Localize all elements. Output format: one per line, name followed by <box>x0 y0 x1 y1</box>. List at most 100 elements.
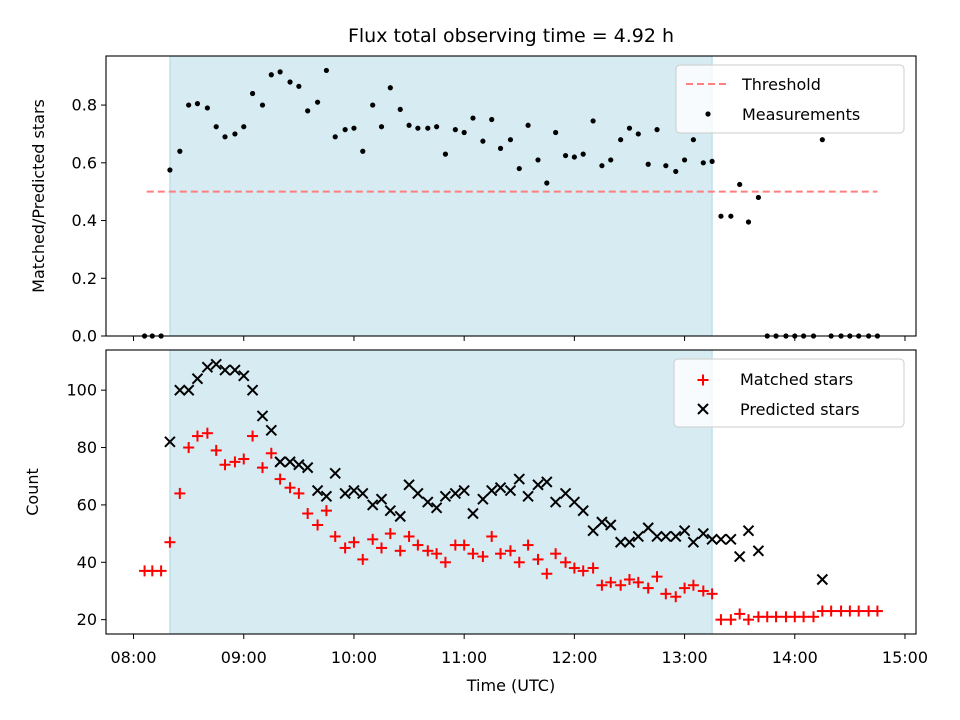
measurement-point <box>287 79 293 85</box>
measurement-point <box>397 106 403 113</box>
predicted-star-point <box>357 487 369 500</box>
measurement-point <box>745 219 752 225</box>
measurement-point <box>323 67 330 74</box>
matched-star-point <box>632 576 644 588</box>
measurement-point <box>249 90 256 97</box>
measurement-point <box>442 151 449 157</box>
predicted-star-point <box>191 372 204 385</box>
predicted-star-point <box>678 525 691 537</box>
y-tick-label: 60 <box>77 495 97 514</box>
matched-star-point <box>367 533 379 545</box>
measurement-point <box>213 124 219 130</box>
measurement-point <box>618 137 624 143</box>
matched-star-point <box>229 456 241 468</box>
matched-star-point <box>274 473 286 485</box>
measurement-point <box>635 131 641 137</box>
matched-star-point <box>687 579 699 591</box>
predicted-star-point <box>623 536 636 548</box>
bottom-axes-frame <box>105 349 917 635</box>
matched-star-point <box>174 487 186 499</box>
legend-threshold-label: Threshold <box>741 75 821 94</box>
measurement-point <box>378 124 385 130</box>
measurement-point <box>645 161 651 167</box>
measurement-point <box>718 213 724 219</box>
top-y-ticks: 0.0 0.2 0.4 0.6 0.8 <box>72 96 106 346</box>
measurement-point <box>544 180 550 186</box>
matched-star-point <box>422 545 434 557</box>
measurement-point <box>590 118 596 124</box>
matched-star-point <box>715 614 727 626</box>
measurement-point <box>277 69 283 75</box>
predicted-star-point <box>412 487 424 500</box>
matched-star-point <box>504 545 516 557</box>
matched-star-point <box>651 571 663 583</box>
matched-star-point <box>293 487 305 499</box>
matched-star-point <box>348 536 360 548</box>
matched-star-point <box>155 565 167 577</box>
measurement-point <box>819 137 825 143</box>
bottom-x-ticks: 08:00 09:00 10:00 11:00 12:00 13:00 14:00 15:00 <box>110 634 928 667</box>
matched-star-point <box>164 536 176 548</box>
x-tick-label: 15:00 <box>882 648 928 667</box>
predicted-star-point <box>366 499 379 511</box>
matched-star-point <box>403 530 415 542</box>
matched-star-point <box>697 585 709 597</box>
predicted-star-point <box>494 481 507 494</box>
x-tick-label: 08:00 <box>110 648 156 667</box>
measurement-point <box>608 157 614 163</box>
matched-star-point <box>201 427 213 439</box>
matched-star-point <box>284 482 296 494</box>
matched-star-point <box>265 447 277 459</box>
top-legend: Threshold Measurements <box>675 64 905 134</box>
matched-star-point <box>770 611 782 623</box>
predicted-star-point <box>384 504 397 517</box>
top-legend-box <box>675 64 905 134</box>
predicted-star-point <box>422 496 434 508</box>
predicted-star-point <box>725 533 737 546</box>
x-tick-label: 13:00 <box>662 648 708 667</box>
matched-star-point <box>522 539 534 551</box>
predicted-star-point <box>642 522 654 534</box>
x-tick-label: 14:00 <box>772 648 818 667</box>
legend-predicted-label: Predicted stars <box>740 400 860 419</box>
predicted-star-point <box>733 550 746 563</box>
matched-star-point <box>210 444 222 456</box>
measurement-point <box>259 102 266 108</box>
predicted-star-point <box>164 436 176 448</box>
predicted-star-point <box>660 530 672 543</box>
matched-star-point <box>670 591 682 603</box>
matched-star-point <box>486 530 498 542</box>
matched-star-point <box>384 528 396 540</box>
predicted-star-point <box>430 502 443 514</box>
predicted-star-point <box>449 487 462 500</box>
predicted-star-point <box>687 536 700 548</box>
matched-star-point <box>725 614 737 626</box>
legend-matched-marker <box>697 374 709 386</box>
matched-star-point <box>605 576 617 588</box>
matched-star-point <box>853 605 865 617</box>
measurement-point <box>434 124 440 130</box>
predicted-star-point <box>458 484 470 497</box>
measurement-point <box>314 99 321 105</box>
matched-star-point <box>431 548 443 560</box>
measurement-point <box>571 154 577 160</box>
predicted-star-point <box>486 484 498 497</box>
matched-star-point <box>642 582 654 594</box>
measurement-point <box>204 105 210 111</box>
matched-star-point <box>376 542 388 554</box>
predicted-star-point <box>742 525 755 537</box>
legend-matched-swatch <box>697 374 709 386</box>
matched-star-point <box>734 608 746 620</box>
predicted-star-point <box>301 461 314 474</box>
measurement-point <box>654 127 660 133</box>
predicted-star-point <box>284 456 296 468</box>
predicted-star-point <box>329 467 341 480</box>
predicted-star-point <box>522 490 534 503</box>
y-tick-label: 80 <box>77 438 97 457</box>
matched-star-point <box>706 588 718 600</box>
matched-star-point <box>679 582 691 594</box>
measurement-point <box>709 158 715 164</box>
predicted-star-point <box>201 361 214 373</box>
matched-star-point <box>191 430 203 442</box>
